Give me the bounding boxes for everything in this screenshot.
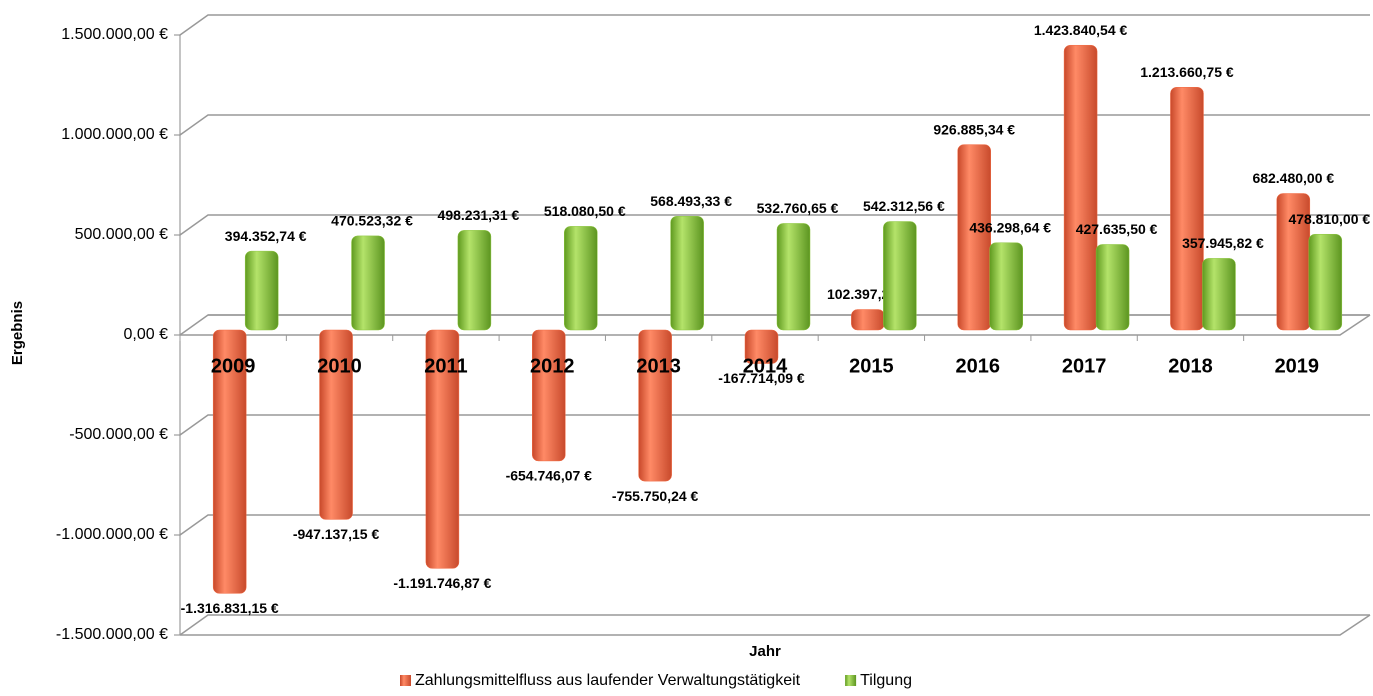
bar — [244, 250, 279, 331]
y-axis-title: Ergebnis — [9, 301, 26, 365]
bar — [776, 223, 811, 331]
y-tick-label: -500.000,00 € — [69, 426, 168, 443]
floor — [180, 314, 1371, 336]
value-label: 542.312,56 € — [863, 198, 945, 214]
x-tick-label: 2019 — [1275, 355, 1320, 377]
bottom-edge — [180, 614, 1371, 636]
y-tick-label: -1.000.000,00 € — [56, 526, 168, 543]
legend-label: Zahlungsmittelfluss aus laufender Verwal… — [415, 672, 801, 689]
x-tick-label: 2014 — [743, 355, 788, 377]
x-tick-label: 2009 — [211, 355, 256, 377]
legend-swatch — [845, 675, 857, 686]
y-tick-label: -1.500.000,00 € — [56, 626, 168, 643]
value-label: 568.493,33 € — [650, 193, 732, 209]
x-tick-label: 2012 — [530, 355, 575, 377]
value-label: 926.885,34 € — [933, 121, 1015, 137]
y-tick-label: 1.500.000,00 € — [61, 26, 168, 43]
bar — [532, 329, 566, 462]
grid-line — [179, 414, 1370, 436]
value-label: 394.352,74 € — [225, 228, 307, 244]
bar — [1308, 233, 1343, 331]
value-label: -755.750,24 € — [612, 488, 699, 504]
bar — [1202, 258, 1236, 331]
value-label: 470.523,32 € — [331, 213, 413, 229]
bar — [883, 221, 917, 331]
bar — [1170, 87, 1204, 331]
value-label: 518.080,50 € — [544, 203, 626, 219]
bar — [989, 242, 1023, 331]
value-label: 532.760,65 € — [757, 200, 839, 216]
value-label: -654.746,07 € — [506, 468, 593, 484]
x-tick-label: 2015 — [849, 355, 894, 377]
bar — [319, 329, 353, 520]
grid-line — [179, 114, 1370, 136]
bar — [638, 329, 672, 482]
bar — [425, 329, 460, 569]
legend-swatch — [400, 675, 411, 686]
bar — [670, 216, 704, 331]
y-tick-label: 0,00 € — [124, 326, 169, 343]
y-tick-label: 1.000.000,00 € — [61, 126, 168, 143]
grid-line — [179, 514, 1370, 536]
x-axis-title: Jahr — [749, 643, 781, 660]
value-label: 1.213.660,75 € — [1140, 64, 1234, 80]
x-tick-label: 2016 — [955, 355, 1000, 377]
y-tick-label: 500.000,00 € — [75, 226, 169, 243]
bar — [744, 329, 779, 364]
x-tick-label: 2011 — [424, 355, 467, 377]
value-label: -1.316.831,15 € — [181, 600, 279, 616]
bar — [212, 329, 247, 594]
bar — [851, 309, 885, 331]
value-label: 1.423.840,54 € — [1034, 22, 1128, 38]
value-label: -1.191.746,87 € — [393, 575, 491, 591]
value-label: 498.231,31 € — [438, 207, 520, 223]
x-tick-label: 2018 — [1168, 355, 1213, 377]
bar — [1095, 244, 1130, 331]
bar — [564, 226, 598, 331]
value-label: -947.137,15 € — [293, 526, 380, 542]
x-tick-label: 2010 — [317, 355, 362, 377]
value-label: 357.945,82 € — [1182, 235, 1264, 251]
x-tick-label: 2013 — [636, 355, 681, 377]
grid-line — [179, 14, 1370, 36]
bar — [957, 144, 991, 331]
x-tick-label: 2017 — [1062, 355, 1107, 377]
value-label: -167.714,09 € — [718, 370, 805, 386]
bar — [351, 235, 385, 331]
value-label: 478.810,00 € — [1288, 211, 1370, 227]
legend-label: Tilgung — [860, 672, 912, 689]
bar — [1063, 44, 1098, 331]
bar — [457, 230, 492, 331]
value-label: 427.635,50 € — [1076, 221, 1158, 237]
grid-line — [179, 614, 1370, 636]
value-label: 682.480,00 € — [1252, 170, 1334, 186]
value-label: 436.298,64 € — [969, 219, 1051, 235]
